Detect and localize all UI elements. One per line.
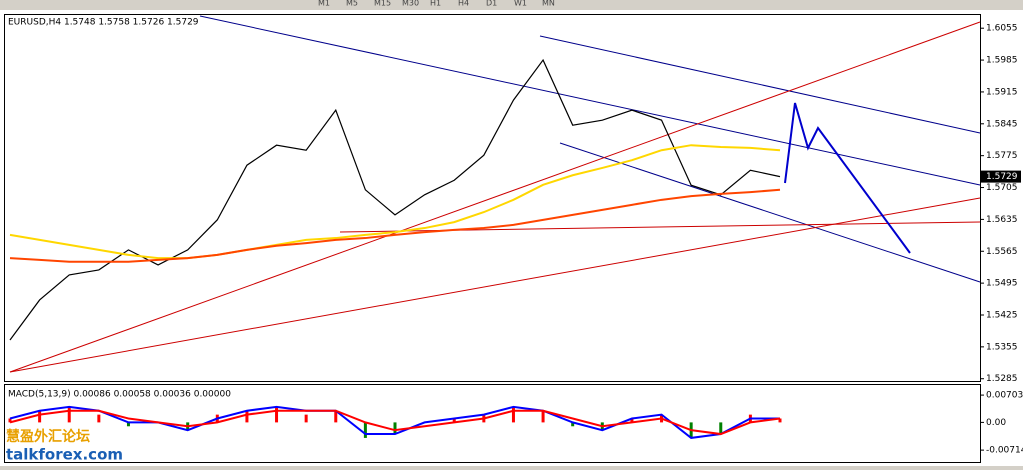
macd-bar <box>68 407 71 423</box>
timeframe: H4 <box>458 0 469 8</box>
macd-bar <box>542 411 545 423</box>
y-tick-label: 1.5425 <box>986 310 1018 320</box>
y-tick-label: 0.00703 <box>986 391 1023 401</box>
y-tick-label: -0.00714 <box>986 446 1023 456</box>
macd-title: MACD(5,13,9) 0.00086 0.00058 0.00036 0.0… <box>8 390 231 400</box>
y-tick-label: 1.5285 <box>986 374 1018 384</box>
y-tick-label: 1.6055 <box>986 24 1018 34</box>
watermark-brand: 慧盈外汇论坛 <box>6 428 90 445</box>
macd-bar <box>364 422 367 438</box>
macd-bar <box>512 407 515 423</box>
timeframe: MN <box>542 0 555 8</box>
macd-bar <box>394 422 397 434</box>
macd-bar <box>97 415 100 423</box>
y-tick-label: 1.5705 <box>986 183 1018 193</box>
watermark-site: talkforex.com <box>6 446 123 464</box>
macd-bar <box>275 407 278 423</box>
timeframe: M5 <box>346 0 358 8</box>
y-tick-label: 1.5495 <box>986 279 1018 289</box>
timeframes: M1 M5 M15 M30 H1 H4 D1 W1 MN <box>318 0 555 8</box>
price-label: 1.5729 <box>986 172 1018 182</box>
timeframe: D1 <box>486 0 497 8</box>
macd-bar <box>719 422 722 434</box>
y-tick-label: 1.5915 <box>986 87 1018 97</box>
y-tick-label: 0.00 <box>986 418 1006 428</box>
y-tick-label: 1.5775 <box>986 151 1018 161</box>
y-tick-label: 1.5635 <box>986 215 1018 225</box>
y-tick-label: 1.5985 <box>986 56 1018 66</box>
macd-bar <box>245 411 248 423</box>
timeframe: W1 <box>514 0 527 8</box>
y-tick-label: 1.5565 <box>986 247 1018 257</box>
macd-bar <box>305 415 308 423</box>
macd-bar <box>38 411 41 423</box>
chart-title: EURUSD,H4 1.5748 1.5758 1.5726 1.5729 <box>8 18 199 28</box>
timeframe: H1 <box>430 0 441 8</box>
timeframe: M30 <box>402 0 419 8</box>
toolbar <box>0 0 1023 10</box>
timeframe: M1 <box>318 0 330 8</box>
y-tick-label: 1.5845 <box>986 119 1018 129</box>
y-tick-label: 1.5355 <box>986 342 1018 352</box>
timeframe: M15 <box>374 0 391 8</box>
